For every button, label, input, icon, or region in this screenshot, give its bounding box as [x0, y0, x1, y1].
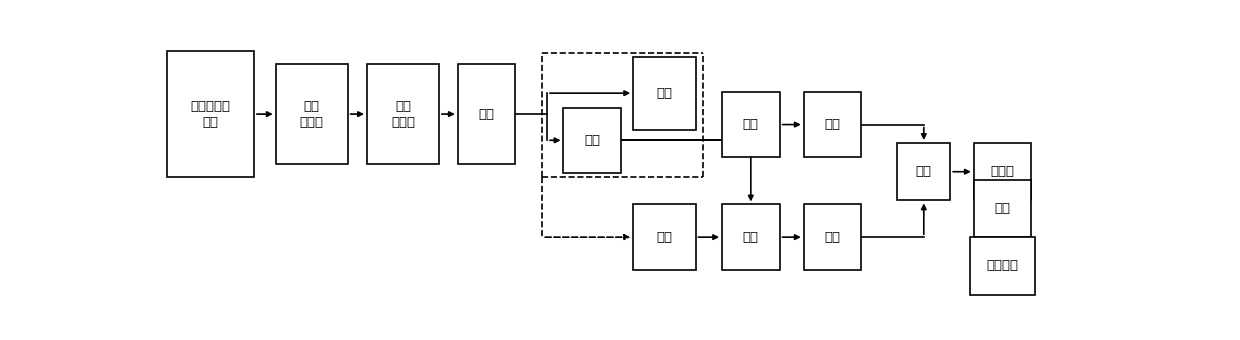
Bar: [722, 92, 780, 157]
Text: 低通: 低通: [825, 118, 841, 131]
Text: 光纤水听器
探头: 光纤水听器 探头: [191, 100, 231, 129]
Text: 低通: 低通: [825, 231, 841, 244]
Text: 反正切: 反正切: [991, 165, 1014, 178]
Bar: [634, 204, 696, 270]
Bar: [634, 56, 696, 130]
Text: 带通: 带通: [479, 107, 495, 121]
Text: 存储: 存储: [656, 231, 672, 244]
Bar: [367, 64, 439, 164]
Bar: [722, 204, 780, 270]
Text: 移相: 移相: [584, 134, 600, 147]
Bar: [804, 92, 862, 157]
Bar: [973, 143, 1032, 201]
Bar: [898, 143, 950, 201]
Text: 相乘: 相乘: [743, 231, 759, 244]
Bar: [167, 51, 254, 177]
Text: 高通: 高通: [994, 202, 1011, 215]
Text: 解调输出: 解调输出: [987, 259, 1018, 272]
Bar: [973, 180, 1032, 237]
Bar: [563, 107, 621, 173]
Text: 光电
探测器: 光电 探测器: [300, 100, 324, 129]
Text: 模数
转换器: 模数 转换器: [391, 100, 415, 129]
Bar: [458, 64, 516, 164]
Text: 相乘: 相乘: [743, 118, 759, 131]
Bar: [970, 237, 1035, 295]
Bar: [804, 204, 862, 270]
Text: 存储: 存储: [656, 87, 672, 100]
Bar: [275, 64, 347, 164]
Text: 相除: 相除: [916, 165, 931, 178]
